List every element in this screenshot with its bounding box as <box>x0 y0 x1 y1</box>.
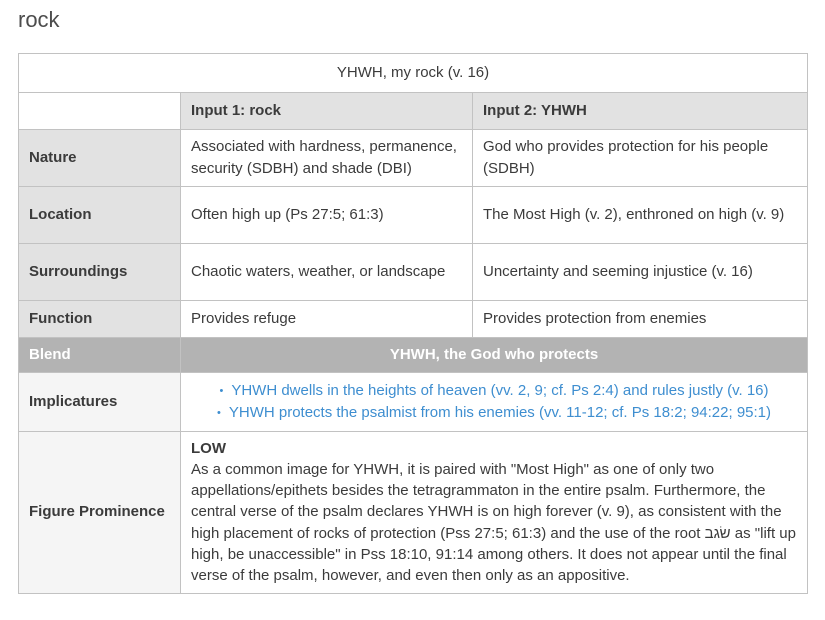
table-row-prominence: Figure Prominence LOW As a common image … <box>18 430 809 594</box>
figure-analysis-table: YHWH, my rock (v. 16) Input 1: rock Inpu… <box>17 52 809 594</box>
table-row-implicatures: Implicatures • YHWH dwells in the heights… <box>18 371 809 432</box>
nature-input2-cell: God who provides protection for his peop… <box>471 128 809 187</box>
surroundings-input1-cell: Chaotic waters, weather, or landscape <box>180 242 473 301</box>
location-input2-cell: The Most High (v. 2), enthroned on high … <box>471 185 809 244</box>
implicatures-cell: • YHWH dwells in the heights of heaven (v… <box>179 371 809 432</box>
table-row-nature: Nature Associated with hardness, permane… <box>18 128 809 187</box>
implicatures-list: • YHWH dwells in the heights of heaven (v… <box>191 380 797 424</box>
table-row: Input 1: rock Input 2: YHWH <box>18 91 809 130</box>
location-input1-cell: Often high up (Ps 27:5; 61:3) <box>180 185 473 244</box>
page: rock YHWH, my rock (v. 16) Input 1: rock… <box>17 7 809 594</box>
bullet-icon: • <box>219 384 224 397</box>
table-row-surroundings: Surroundings Chaotic waters, weather, or… <box>18 242 809 301</box>
bullet-icon: • <box>217 406 221 419</box>
implicature-text: YHWH protects the psalmist from his enem… <box>228 403 772 421</box>
implicature-link[interactable]: • YHWH protects the psalmist from his ene… <box>191 402 797 424</box>
implicature-link[interactable]: • YHWH dwells in the heights of heaven (v… <box>191 380 797 402</box>
table-row: YHWH, my rock (v. 16) <box>17 52 809 93</box>
prominence-text: As a common image for YHWH, it is paired… <box>191 460 796 585</box>
row-label-location: Location <box>18 185 181 244</box>
table-row-blend: Blend YHWH, the God who protects <box>18 336 809 373</box>
row-label-implicatures: Implicatures <box>18 371 181 432</box>
function-input2-cell: Provides protection from enemies <box>471 299 809 338</box>
page-title: rock <box>18 7 60 32</box>
table-row-location: Location Often high up (Ps 27:5; 61:3) T… <box>18 185 809 244</box>
implicature-text: YHWH dwells in the heights of heaven (vv… <box>231 381 769 399</box>
column-header-input2: Input 2: YHWH <box>471 91 809 130</box>
row-label-blend: Blend <box>18 336 181 373</box>
prominence-level: LOW <box>191 439 226 457</box>
prominence-cell: LOW As a common image for YHWH, it is pa… <box>179 430 809 594</box>
column-header-input1: Input 1: rock <box>180 91 473 130</box>
table-caption: YHWH, my rock (v. 16) <box>17 52 809 93</box>
blend-value-cell: YHWH, the God who protects <box>179 336 809 373</box>
row-label-surroundings: Surroundings <box>18 242 181 301</box>
function-input1-cell: Provides refuge <box>180 299 473 338</box>
row-label-function: Function <box>18 299 181 338</box>
row-label-nature: Nature <box>18 128 181 187</box>
nature-input1-cell: Associated with hardness, permanence, se… <box>180 128 473 187</box>
surroundings-input2-cell: Uncertainty and seeming injustice (v. 16… <box>471 242 809 301</box>
table-row-function: Function Provides refuge Provides protec… <box>18 299 809 338</box>
empty-corner-cell <box>18 91 181 130</box>
row-label-prominence: Figure Prominence <box>18 430 181 594</box>
